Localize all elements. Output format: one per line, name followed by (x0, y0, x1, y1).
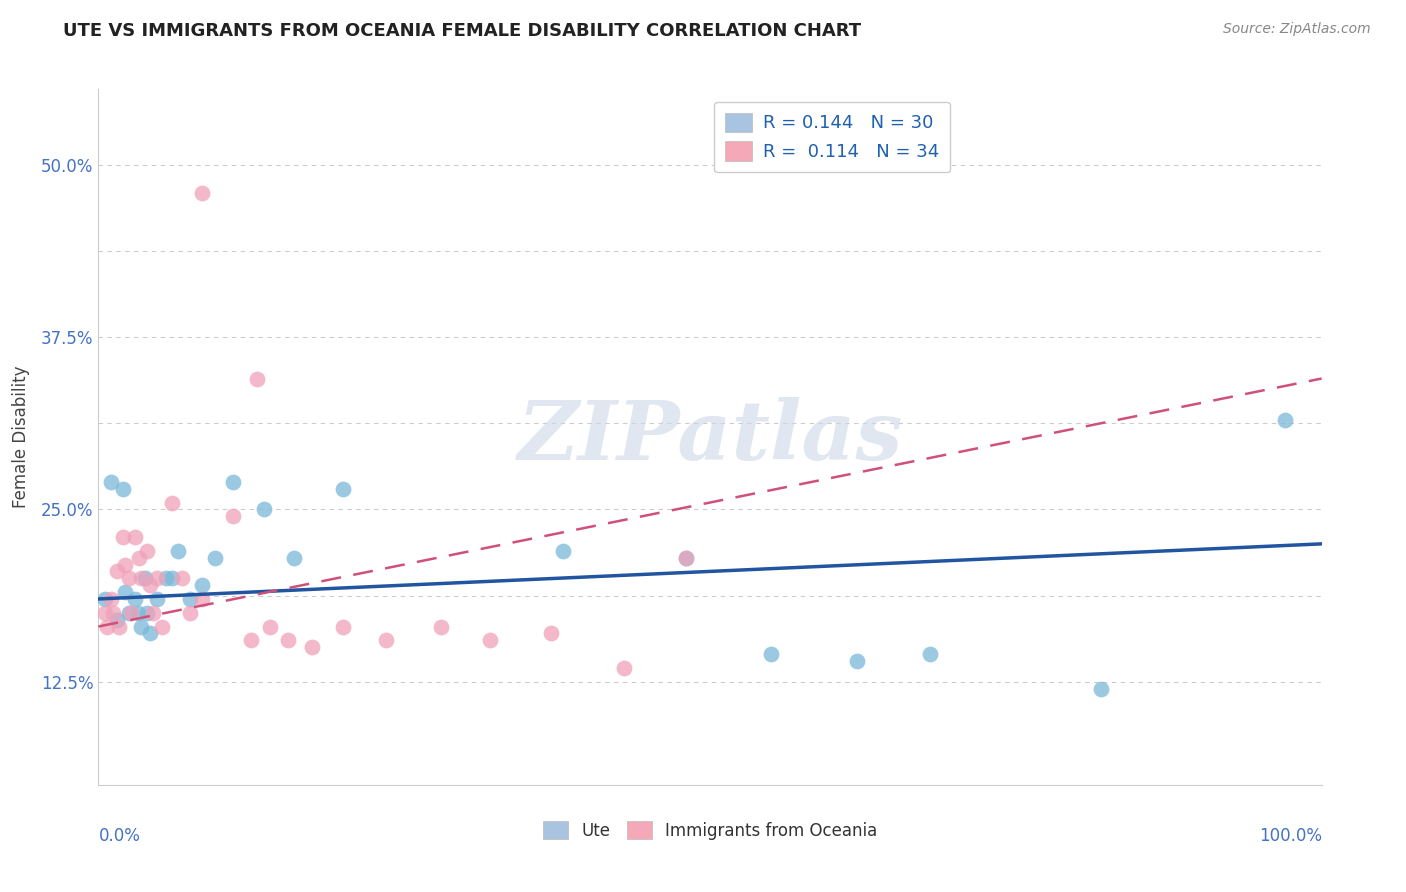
Text: ZIPatlas: ZIPatlas (517, 397, 903, 477)
Point (129, 571, 152, 585)
Point (136, 606, 159, 620)
Point (845, 654, 868, 668)
Point (101, 606, 124, 620)
Point (105, 613, 128, 627)
Point (129, 619, 152, 633)
Point (111, 530, 134, 544)
Text: 0.0%: 0.0% (98, 827, 141, 845)
Point (179, 591, 201, 606)
Point (920, 647, 942, 661)
Point (252, 502, 274, 516)
Point (105, 565, 128, 579)
Point (332, 619, 354, 633)
Point (118, 606, 141, 620)
Y-axis label: Female Disability: Female Disability (11, 366, 30, 508)
Point (142, 606, 165, 620)
Point (301, 640, 323, 655)
Point (127, 606, 149, 620)
Point (204, 550, 226, 565)
Point (128, 550, 150, 565)
Point (139, 578, 162, 592)
Point (100, 591, 122, 606)
Point (114, 585, 136, 599)
Point (240, 633, 263, 648)
Point (332, 482, 354, 496)
Point (150, 619, 173, 633)
Point (675, 550, 697, 565)
Point (146, 571, 169, 585)
Point (675, 550, 697, 565)
Point (134, 571, 156, 585)
Point (553, 543, 575, 558)
Point (283, 550, 305, 565)
Point (761, 647, 783, 661)
Point (155, 571, 177, 585)
Text: 100.0%: 100.0% (1258, 827, 1322, 845)
Text: Source: ZipAtlas.com: Source: ZipAtlas.com (1223, 22, 1371, 37)
Point (160, 571, 183, 585)
Point (108, 619, 131, 633)
Point (93, 591, 115, 606)
Point (146, 591, 169, 606)
Point (124, 591, 146, 606)
Point (478, 633, 501, 648)
Point (246, 371, 269, 385)
Point (139, 626, 162, 640)
Point (1090, 681, 1112, 696)
Point (259, 619, 281, 633)
Text: UTE VS IMMIGRANTS FROM OCEANIA FEMALE DISABILITY CORRELATION CHART: UTE VS IMMIGRANTS FROM OCEANIA FEMALE DI… (63, 22, 862, 40)
Point (222, 509, 245, 524)
Point (222, 475, 245, 489)
Point (170, 571, 193, 585)
Point (100, 475, 122, 489)
Point (160, 495, 183, 509)
Point (191, 591, 214, 606)
Legend: Ute, Immigrants from Oceania: Ute, Immigrants from Oceania (536, 814, 884, 847)
Point (191, 186, 214, 200)
Point (124, 530, 146, 544)
Point (120, 606, 142, 620)
Point (430, 619, 453, 633)
Point (136, 543, 159, 558)
Point (277, 633, 299, 648)
Point (114, 558, 136, 572)
Point (540, 626, 562, 640)
Point (191, 578, 214, 592)
Point (167, 543, 190, 558)
Point (96, 619, 118, 633)
Point (374, 633, 396, 648)
Point (179, 606, 201, 620)
Point (613, 661, 636, 675)
Point (111, 482, 134, 496)
Point (93, 606, 115, 620)
Point (1274, 413, 1296, 427)
Point (118, 571, 141, 585)
